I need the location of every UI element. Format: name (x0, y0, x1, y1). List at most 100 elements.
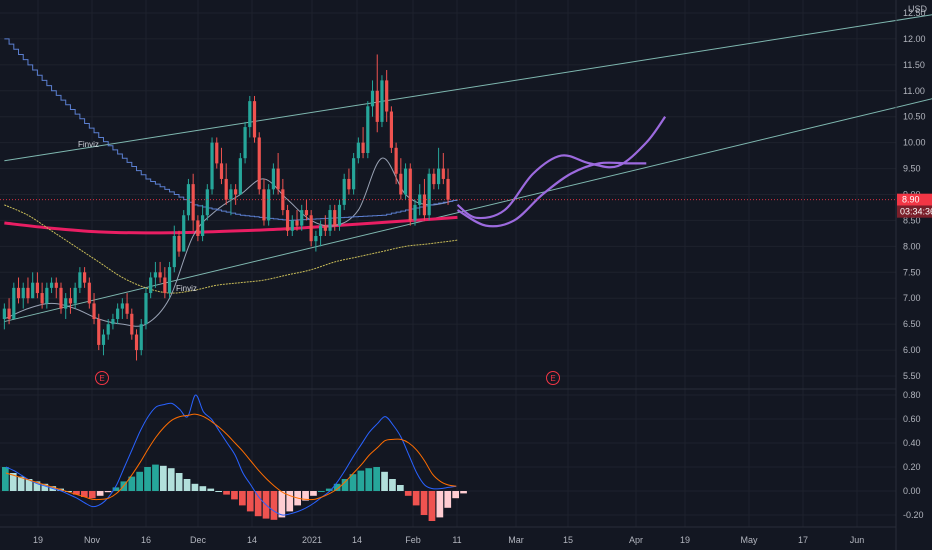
time-tick-label: Mar (508, 535, 524, 545)
candle-body (12, 287, 16, 319)
price-tick-label: 5.50 (903, 371, 921, 381)
annotation-label: Finviz (176, 284, 197, 293)
candle-body (7, 308, 11, 319)
earnings-marker[interactable] (95, 371, 109, 385)
macd-tick-label: 0.60 (903, 414, 921, 424)
candle-body (97, 318, 101, 345)
price-tick-label: 10.00 (903, 138, 926, 148)
macd-histogram-bar (175, 473, 183, 491)
macd-histogram-bar (349, 474, 357, 491)
macd-histogram-bar (215, 491, 222, 492)
macd-histogram-bar (357, 470, 365, 491)
macd-histogram-bar (128, 476, 136, 491)
macd-histogram-bar (365, 468, 373, 491)
candle-body (64, 298, 68, 309)
candle-body (243, 127, 247, 159)
currency-label: USD (908, 4, 928, 14)
candle-body (186, 184, 191, 216)
macd-tick-label: 0.00 (903, 486, 921, 496)
candle-body (295, 220, 299, 226)
candle-body (26, 287, 30, 299)
candle-body (139, 324, 143, 351)
candle-body (201, 215, 205, 236)
macd-histogram-bar (160, 465, 167, 491)
macd-histogram-bar (112, 487, 120, 491)
macd-histogram-bar (452, 491, 459, 499)
macd-histogram-bar (104, 491, 112, 493)
price-tick-label: 8.00 (903, 241, 921, 251)
candle-body (35, 282, 39, 294)
macd-histogram-bar (199, 486, 207, 491)
macd-histogram-bar (239, 491, 246, 506)
candle-body (262, 189, 266, 221)
time-tick-label: 15 (563, 535, 573, 545)
projection-path[interactable] (456, 161, 647, 228)
candle-body (352, 158, 356, 190)
macd-histogram-bar (270, 491, 278, 520)
time-tick-label: 14 (352, 535, 362, 545)
macd-histogram-bar (373, 467, 380, 491)
macd-histogram-bar (33, 481, 41, 491)
macd-histogram-bar (231, 491, 238, 500)
grid (0, 0, 896, 527)
macd-histogram-bar (404, 491, 412, 496)
candle-body (49, 282, 54, 288)
candle-body (191, 184, 195, 221)
macd-line (5, 394, 457, 516)
macd-histogram-bar (73, 491, 80, 495)
price-axis[interactable]: 12.5012.0011.5011.0010.5010.009.509.008.… (0, 8, 932, 381)
countdown-badge (897, 205, 932, 218)
projection-paths[interactable] (456, 116, 667, 228)
channel-line[interactable] (4, 13, 932, 162)
annotation-label: Finviz (78, 140, 99, 149)
macd-histogram-bar (183, 479, 191, 491)
candle-body (257, 137, 261, 190)
price-tick-label: 11.50 (903, 60, 925, 70)
macd-histogram-bar (254, 491, 262, 517)
candle-body (215, 142, 219, 164)
macd-histogram-bar (286, 491, 294, 512)
candle-body (300, 210, 304, 226)
candle-body (111, 318, 115, 325)
macd-histogram-bar (25, 479, 33, 491)
indicator-lines (4, 38, 458, 327)
candle-body (366, 106, 370, 154)
candle-body (446, 178, 450, 200)
macd-axis[interactable]: 0.80 0.60 0.40 0.20 0.00 -0.20 (903, 390, 924, 520)
time-tick-label: Dec (190, 535, 207, 545)
macd-histogram-bar (325, 488, 333, 491)
price-tick-label: 12.00 (903, 34, 926, 44)
yellow-ma-line (4, 204, 458, 294)
candle-body (153, 272, 157, 278)
macd-histogram-bar (152, 464, 159, 491)
candle-body (437, 168, 441, 185)
macd-tick-label: 0.80 (903, 390, 921, 400)
earnings-marker[interactable] (546, 371, 560, 385)
candle-body (120, 303, 124, 309)
candle-body (441, 168, 445, 179)
macd-histogram-bar (17, 476, 25, 491)
price-tick-label: 6.00 (903, 345, 921, 355)
channel-trendlines[interactable] (4, 13, 932, 323)
sma-line (4, 215, 458, 235)
channel-line[interactable] (4, 96, 932, 323)
candle-body (182, 215, 186, 252)
time-tick-label: Jun (850, 535, 865, 545)
candle-body (158, 272, 162, 278)
projection-path[interactable] (456, 116, 667, 220)
candle-body (408, 168, 412, 221)
candle-body (328, 210, 332, 231)
candle-body (370, 90, 375, 107)
candle-body (394, 147, 398, 174)
candle-body (45, 287, 49, 304)
annotations: Finviz Finviz E E (78, 140, 560, 385)
candle-body (276, 168, 280, 190)
candle-body (361, 142, 365, 154)
price-tick-label: 6.50 (903, 319, 921, 329)
candle-body (427, 173, 431, 216)
current-price-value: 8.90 (902, 195, 920, 205)
price-tick-label: 7.50 (903, 267, 921, 277)
time-axis[interactable]: 19 Nov 16 Dec 14 2021 14 Feb 11 Mar 15 Apr 19 May 17 Ju… (33, 535, 864, 545)
candle-body (252, 101, 257, 138)
